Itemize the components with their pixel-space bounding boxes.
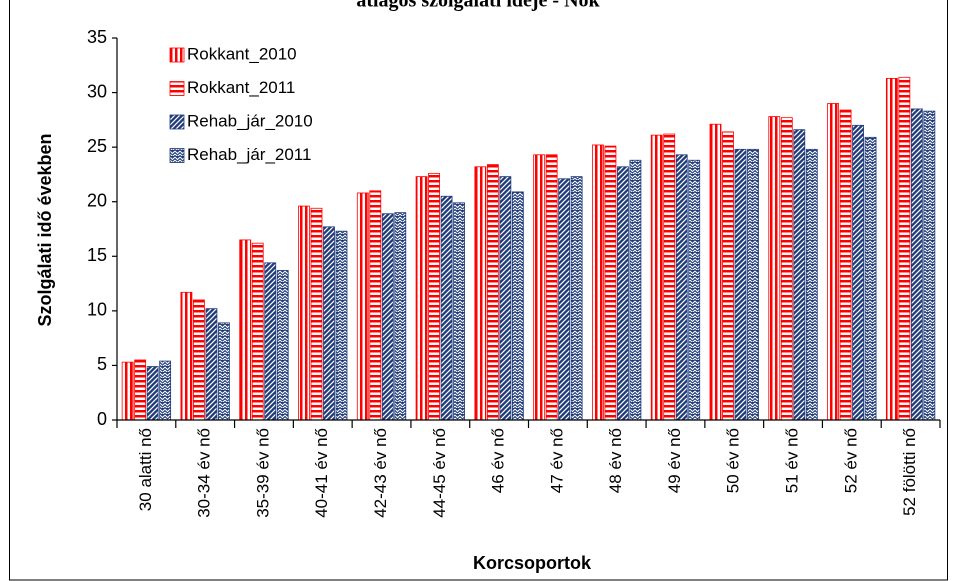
bar (310, 207, 323, 421)
bar (180, 291, 193, 421)
bar (558, 178, 571, 421)
y-tick-label: 20 (87, 190, 107, 210)
bar (298, 205, 310, 421)
x-tick-label: 42-43 év nő (371, 428, 390, 518)
bar (486, 164, 499, 421)
bar (898, 76, 911, 421)
bar (570, 176, 583, 421)
bar (629, 159, 642, 421)
bar (356, 192, 369, 421)
legend-label: Rehab_jár_2010 (187, 111, 313, 130)
bar (545, 154, 558, 421)
bar (923, 110, 936, 421)
y-tick-label: 10 (87, 300, 107, 320)
bar (121, 361, 134, 421)
legend-swatch (169, 81, 185, 96)
legend-swatch (169, 148, 185, 163)
bar (827, 103, 839, 421)
x-tick-label: 35-39 év nő (253, 428, 272, 518)
bar (592, 144, 604, 421)
bar (134, 359, 147, 421)
bar (415, 176, 428, 421)
legend-label: Rehab_jár_2011 (187, 145, 311, 164)
bar (428, 172, 440, 421)
y-tick-label: 35 (87, 27, 107, 47)
bar (146, 366, 159, 421)
bar (768, 116, 781, 421)
bar (499, 176, 512, 421)
bar (722, 131, 734, 421)
x-axis-title: Korcsoportok (473, 553, 592, 573)
legend-label: Rokkant_2011 (187, 78, 295, 97)
bar (663, 133, 676, 421)
y-tick-label: 25 (87, 136, 107, 156)
bar (239, 239, 252, 421)
x-tick-label: 50 év nő (724, 428, 743, 493)
bar (734, 148, 747, 421)
bar (394, 212, 407, 421)
x-tick-label: 52 év nő (841, 428, 860, 493)
x-tick-label: 51 év nő (783, 428, 802, 493)
bar (864, 136, 877, 421)
bar (453, 202, 465, 421)
x-tick-label: 52 fölötti nő (900, 428, 919, 516)
x-tick-label: 47 év nő (547, 428, 566, 493)
bar (323, 226, 335, 421)
x-tick-label: 48 év nő (606, 428, 625, 493)
bar (440, 195, 453, 421)
bar (218, 322, 230, 421)
bar (617, 166, 629, 421)
x-tick-label: 44-45 év nő (430, 428, 449, 518)
chart-border (9, 0, 948, 581)
bar (205, 308, 218, 421)
x-tick-label: 40-41 év nő (312, 428, 331, 518)
bar (885, 77, 898, 421)
bar (793, 129, 806, 421)
bar (193, 299, 205, 421)
bar (511, 191, 524, 421)
y-tick-label: 15 (87, 245, 107, 265)
legend-label: Rokkant_2010 (187, 44, 297, 63)
bar (381, 213, 394, 421)
bar (910, 108, 923, 421)
legend-swatch (169, 47, 185, 63)
chart-title: átlagos szolgálati ideje - Nők (356, 0, 600, 12)
x-tick-label: 46 év nő (489, 428, 508, 493)
bar (780, 117, 793, 421)
bar (852, 124, 864, 421)
bar (335, 230, 348, 421)
bar (805, 148, 818, 421)
bar (276, 270, 289, 421)
legend-swatch (169, 114, 185, 130)
bar (747, 148, 759, 421)
bar (474, 166, 487, 421)
bar (264, 262, 277, 421)
x-tick-label: 30 alatti nő (136, 428, 155, 511)
bar (688, 159, 701, 421)
x-tick-label: 30-34 év nő (195, 428, 214, 518)
bar (533, 154, 546, 421)
y-tick-label: 30 (87, 81, 107, 101)
bar (709, 123, 722, 421)
bar (604, 145, 617, 421)
bar (369, 190, 382, 421)
x-tick-label: 49 év nő (665, 428, 684, 493)
bar (159, 360, 172, 421)
bar (839, 109, 852, 421)
bar (650, 134, 663, 421)
y-axis-title: Szolgálati idő években (35, 133, 55, 326)
bar (251, 242, 264, 421)
y-tick-label: 0 (97, 409, 107, 429)
bar (675, 154, 688, 421)
y-tick-label: 5 (97, 354, 107, 374)
